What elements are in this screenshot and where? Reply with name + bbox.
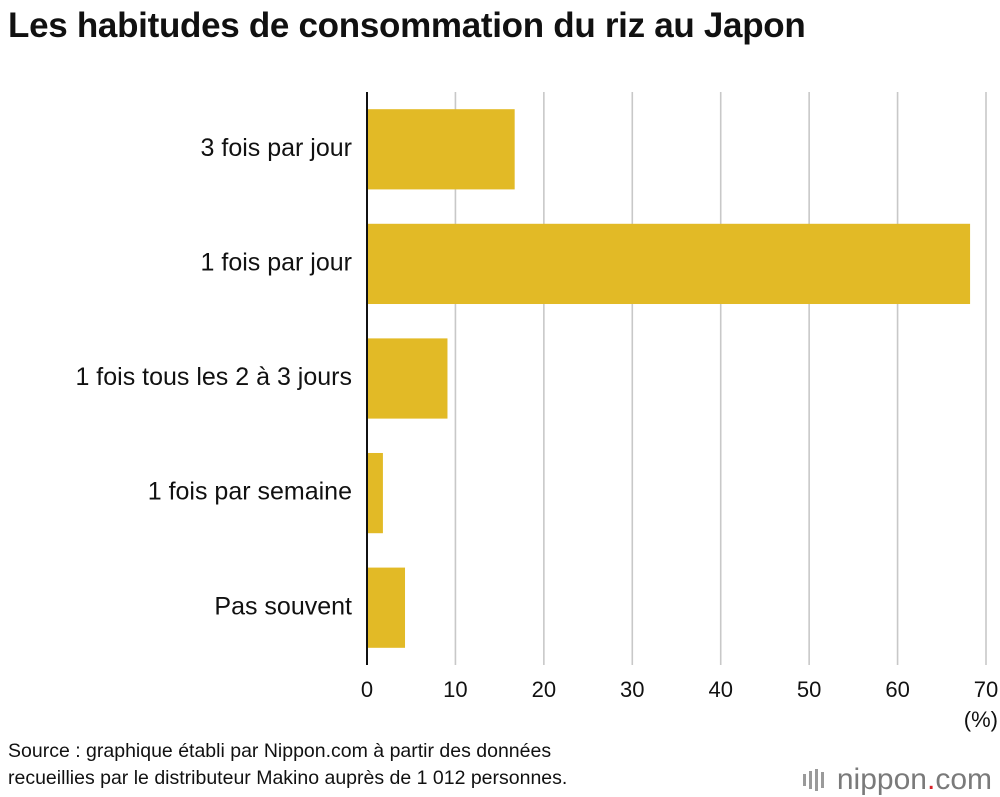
x-tick-label: 40 <box>708 677 732 702</box>
x-tick-label: 70 <box>974 677 998 702</box>
x-tick-label: 20 <box>532 677 556 702</box>
x-tick-label: 30 <box>620 677 644 702</box>
logo-tld: com <box>935 763 992 796</box>
x-tick-label: 60 <box>885 677 909 702</box>
category-label: 1 fois par jour <box>201 249 352 277</box>
bar <box>367 223 971 305</box>
nippon-logo: nippon. com <box>801 763 992 797</box>
bar <box>367 338 448 419</box>
category-label: 3 fois par jour <box>201 134 352 162</box>
category-label: 1 fois par semaine <box>148 478 352 506</box>
source-note: Source : graphique établi par Nippon.com… <box>8 738 567 792</box>
bar <box>367 109 515 190</box>
category-label: 1 fois tous les 2 à 3 jours <box>75 363 352 391</box>
x-tick-label: 50 <box>797 677 821 702</box>
chart-title: Les habitudes de consommation du riz au … <box>8 6 806 45</box>
bar <box>367 452 383 534</box>
bar <box>367 567 406 648</box>
logo-name: nippon <box>836 763 927 796</box>
category-label: Pas souvent <box>214 592 352 620</box>
logo-dot: . <box>926 763 936 796</box>
logo-mark-icon <box>802 769 824 791</box>
source-line-1: Source : graphique établi par Nippon.com… <box>8 740 552 762</box>
x-tick-label: 10 <box>443 677 467 702</box>
source-line-2: recueillies par le distributeur Makino a… <box>8 767 568 789</box>
unit-label: (%) <box>964 707 998 732</box>
x-tick-label: 0 <box>361 677 373 702</box>
